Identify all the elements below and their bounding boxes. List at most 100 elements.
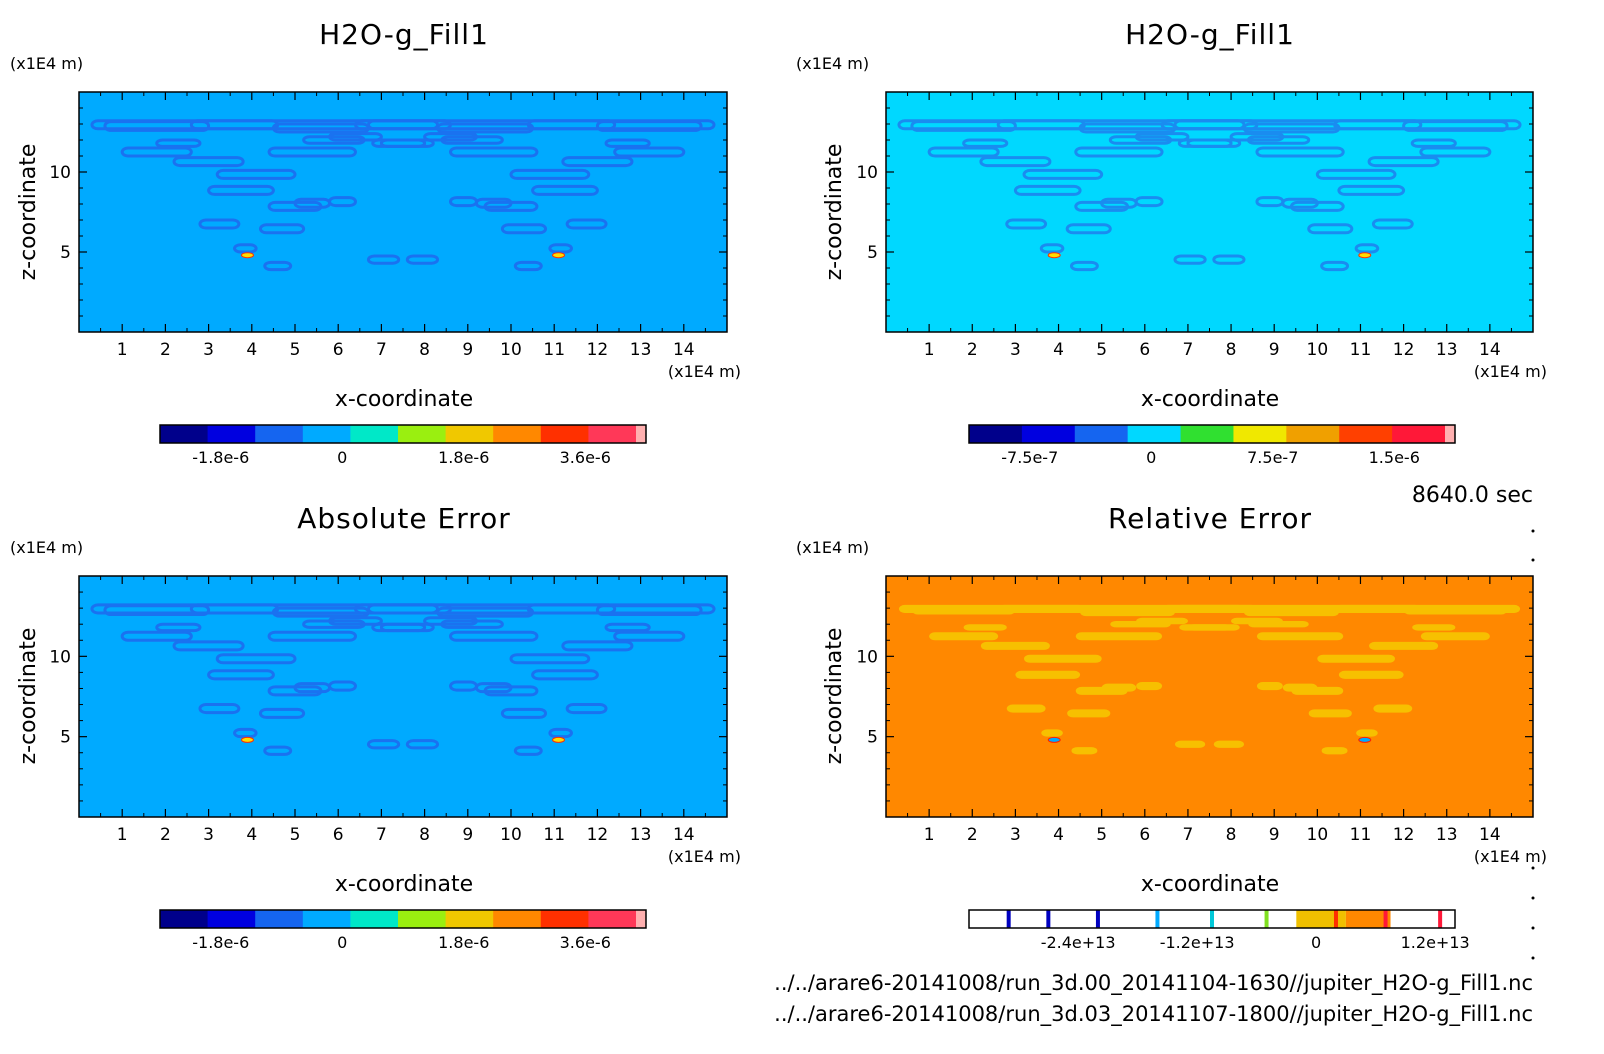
x-tick-label: 10 — [1307, 825, 1329, 845]
pattern-cell — [1320, 260, 1350, 272]
pattern-cell — [155, 138, 202, 148]
pattern-cell — [548, 727, 573, 739]
pattern-band — [90, 603, 716, 615]
colorbar-frame — [968, 424, 1456, 444]
pattern-cell — [1307, 223, 1354, 235]
x-tick-label: 13 — [1436, 825, 1458, 845]
pattern-cell — [531, 184, 599, 196]
heatmap-field — [886, 92, 1533, 332]
colorbar: -2.4e+13 -1.2e+13 0 1.2e+13 — [968, 909, 1470, 952]
time-label: 8640.0 sec — [1412, 483, 1533, 508]
x-tick-label: 4 — [246, 340, 257, 360]
pattern-cell — [1041, 729, 1063, 737]
x-tick-label: 1 — [117, 340, 128, 360]
pattern-cell — [1101, 683, 1137, 692]
pattern-cell — [1338, 670, 1404, 679]
pattern-cell — [1282, 683, 1318, 692]
x-tick-label: 14 — [1479, 340, 1501, 360]
pattern-cell — [172, 156, 245, 168]
colorbar-swatch — [969, 425, 1023, 443]
pattern-cell — [500, 707, 548, 719]
colorbar-swatch — [1180, 425, 1234, 443]
pattern-cell — [449, 630, 539, 642]
pattern-cell — [1255, 146, 1345, 158]
colorbar-tick-label: 0 — [337, 448, 347, 467]
pattern-band — [897, 119, 1522, 131]
pattern-cell — [980, 641, 1050, 650]
y-unit-label: (x1E4 m) — [10, 538, 83, 557]
x-tick-label: 7 — [376, 340, 387, 360]
pattern-cell — [1371, 218, 1414, 230]
colorbar: -7.5e-7 0 7.5e-7 1.5e-6 — [968, 424, 1456, 467]
x-tick-label: 4 — [1053, 340, 1064, 360]
x-unit-label: (x1E4 m) — [1474, 847, 1547, 866]
dot-mark — [1531, 529, 1535, 533]
colorbar-swatch — [1127, 425, 1182, 443]
pattern-cell — [1069, 260, 1099, 272]
x-tick-label: 6 — [333, 825, 344, 845]
colorbar-swatch — [302, 910, 351, 928]
pattern-cell — [328, 196, 357, 208]
pattern-cell — [1024, 654, 1102, 663]
x-tick-label: 10 — [500, 340, 522, 360]
pattern-cell — [207, 669, 275, 681]
pattern-cell — [405, 739, 440, 750]
panel-bottom-right: Relative Error (x1E4 m) 1 2 3 4 5 6 7 8 9 10 11 12 1… — [796, 502, 1547, 952]
x-tick-label: 2 — [967, 340, 978, 360]
pattern-cell — [263, 260, 293, 272]
file-path-2: ../../arare6-20141008/run_3d.03_20141107… — [774, 1002, 1533, 1027]
y-tick-label: 10 — [49, 163, 71, 183]
x-tick-label: 13 — [630, 825, 652, 845]
x-tick-label: 5 — [290, 825, 301, 845]
pattern-cell — [604, 622, 651, 633]
dot-mark — [1531, 896, 1535, 900]
pattern-cell — [1229, 132, 1285, 142]
colorbar-band — [1345, 910, 1391, 928]
colorbar-tick-label: 1.5e-6 — [1369, 448, 1420, 467]
x-tick-label: 4 — [246, 825, 257, 845]
panel-title: Relative Error — [1108, 502, 1312, 535]
colorbar-tick-label: -7.5e-7 — [1001, 448, 1058, 467]
x-axis-label: x-coordinate — [335, 872, 473, 897]
pattern-cell — [328, 616, 383, 626]
pattern-cell — [371, 622, 427, 633]
x-tick-label: 13 — [1436, 340, 1458, 360]
y-tick-label: 10 — [856, 163, 878, 183]
pattern-cell — [1134, 196, 1164, 208]
colorbar-swatch — [493, 910, 542, 928]
panel-bottom-left: Absolute Error (x1E4 m) 1 2 3 4 5 6 7 8 9 10 11 12 1… — [10, 502, 741, 952]
pattern-cell — [366, 254, 401, 265]
colorbar-tick-label: 3.6e-6 — [560, 448, 611, 467]
pattern-cell — [405, 254, 440, 265]
dot-mark — [1531, 956, 1535, 960]
pattern-cell — [1255, 196, 1285, 208]
hot-spot — [552, 252, 566, 259]
pattern-cell — [267, 630, 357, 642]
pattern-cell — [1177, 138, 1233, 148]
colorbar-tick-label: -1.8e-6 — [192, 933, 249, 952]
pattern-cell — [1308, 709, 1352, 718]
pattern-cell — [155, 622, 202, 633]
colorbar-swatch — [1233, 425, 1287, 443]
pattern-cell — [1367, 156, 1440, 168]
pattern-cell — [258, 707, 306, 719]
x-tick-label: 1 — [924, 340, 935, 360]
pattern-cell — [513, 260, 543, 272]
colorbar-swatch — [255, 425, 304, 443]
x-tick-label: 9 — [462, 340, 473, 360]
pattern-cell — [509, 653, 591, 665]
x-tick-label: 14 — [673, 825, 695, 845]
heatmap-field — [79, 576, 727, 817]
x-unit-label: (x1E4 m) — [668, 847, 741, 866]
x-tick-label: 8 — [419, 825, 430, 845]
pattern-cell — [1410, 138, 1457, 148]
pattern-cell — [423, 616, 478, 626]
colorbar-swatch — [207, 425, 256, 443]
pattern-cell — [1074, 146, 1164, 158]
x-unit-label: (x1E4 m) — [668, 362, 741, 381]
y-tick-label: 10 — [49, 647, 71, 667]
pattern-cell — [1067, 709, 1111, 718]
pattern-cell — [962, 138, 1009, 148]
hot-spot — [240, 736, 254, 743]
colorbar-tick-label: 1.2e+13 — [1401, 933, 1470, 952]
